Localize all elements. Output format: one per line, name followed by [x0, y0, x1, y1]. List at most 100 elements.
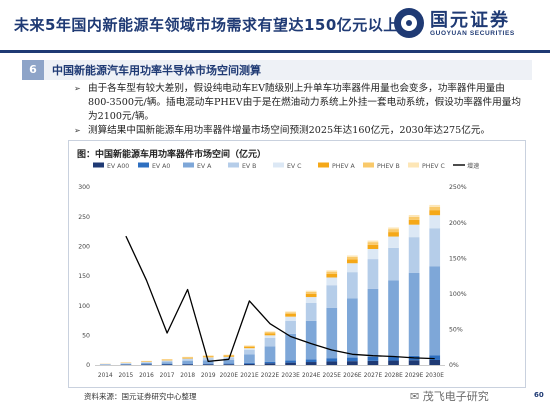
bar-segment	[264, 363, 276, 365]
company-logo: 国元证券 GUOYUAN SECURITIES	[394, 6, 542, 44]
bar-segment	[429, 206, 441, 211]
bar-segment	[408, 219, 420, 225]
bar-segment	[305, 293, 317, 298]
bar-segment	[264, 338, 276, 347]
bar-segment	[347, 272, 358, 299]
bar-segment	[264, 332, 276, 334]
x-tick-label: 2018	[180, 373, 195, 379]
legend-swatch	[138, 162, 149, 168]
bar-segment	[285, 313, 296, 317]
bar-segment	[161, 362, 173, 364]
bar-segment	[367, 356, 379, 361]
bar-segment	[429, 210, 441, 216]
bar-segment	[244, 363, 255, 365]
bar-segment	[264, 361, 276, 364]
x-tick-label: 2016	[139, 373, 154, 379]
y-tick-label-right: 0%	[449, 362, 459, 369]
bar-segment	[408, 272, 420, 356]
legend-label: PHEV B	[377, 163, 400, 170]
source-note: 资料来源：国元证券研究中心整理	[84, 392, 197, 401]
bar-segment	[244, 354, 255, 363]
bar-segment	[326, 271, 338, 274]
bar-segment	[367, 242, 379, 245]
legend-swatch	[183, 162, 194, 168]
bar-segment	[244, 348, 255, 350]
x-tick-label: 2014	[98, 373, 113, 379]
bullet-arrow-icon: ➢	[74, 84, 81, 93]
legend-swatch	[318, 162, 329, 168]
market-size-chart: EV A00 EV A0 EV A EV B EV C PHEV A PHEV B PHEV …	[78, 162, 479, 379]
bar-segment	[264, 346, 276, 362]
bar-segment	[141, 362, 152, 363]
logo-name-cn: 国元证券	[430, 10, 510, 31]
bar-segment	[285, 312, 296, 314]
x-tick-label: 2025E	[323, 373, 342, 379]
bar-segment	[347, 256, 358, 260]
bar-segment	[408, 216, 420, 220]
legend-label: PHEV A	[332, 163, 355, 170]
x-tick-label: 2026E	[343, 373, 362, 379]
x-tick-label: 2024E	[302, 373, 321, 379]
bar-segment	[367, 244, 379, 250]
bar-segment	[161, 360, 173, 363]
bar-segment	[408, 237, 420, 273]
bar-segment	[326, 307, 338, 359]
section-number: 6	[22, 60, 44, 80]
bar-segment	[223, 364, 235, 365]
bullet-list: ➢ 由于各车型有较大差别，假设纯电动车EV随级别上升单车功率器件用量也会变多，功…	[74, 82, 524, 138]
y-tick-label-left: 100	[78, 303, 90, 310]
bar-segment	[429, 228, 441, 267]
bar-segment	[285, 360, 296, 363]
bar-segment	[264, 333, 276, 336]
bar-segment	[161, 364, 173, 365]
legend-swatch	[273, 162, 284, 168]
bar-segment	[223, 356, 235, 358]
bullet-text: 由于各车型有较大差别，假设纯电动车EV随级别上升单车功率器件用量也会变多，功率器…	[88, 83, 521, 122]
bar-segment	[326, 358, 338, 362]
bar-segment	[161, 359, 173, 361]
bar-segment	[367, 360, 379, 365]
y-tick-label-left: 150	[78, 273, 90, 280]
bar-segment	[388, 356, 399, 361]
bar-segment	[367, 249, 379, 260]
bar-segment	[182, 361, 193, 364]
wechat-icon: ✉	[410, 390, 420, 403]
bar-segment	[347, 298, 358, 358]
x-tick-label: 2019	[201, 373, 216, 379]
page-number: 60	[534, 391, 544, 399]
bar-segment	[182, 359, 193, 362]
x-tick-label: 2021E	[240, 373, 259, 379]
bar-segment	[182, 358, 193, 360]
bar-segment	[429, 215, 441, 229]
bar-segment	[182, 364, 193, 365]
bar-segment	[347, 361, 358, 365]
bar-segment	[347, 263, 358, 273]
bar-segment	[347, 357, 358, 362]
x-tick-label: 2017	[160, 373, 175, 379]
bullet-item: ➢ 由于各车型有较大差别，假设纯电动车EV随级别上升单车功率器件用量也会变多，功…	[74, 82, 524, 124]
x-tick-label: 2030E	[425, 373, 444, 379]
x-tick-label: 2029E	[405, 373, 424, 379]
bar-segment	[326, 285, 338, 308]
bar-segment	[408, 360, 420, 365]
bar-segment	[285, 311, 296, 313]
bar-segment	[244, 362, 255, 364]
legend-swatch	[363, 162, 374, 168]
section-title: 中国新能源汽车用功率半导体市场空间测算	[52, 64, 261, 77]
bar-segment	[347, 255, 358, 257]
y-tick-label-left: 50	[82, 333, 90, 340]
legend-label: EV B	[242, 163, 256, 170]
x-tick-label: 2027E	[364, 373, 383, 379]
bar-segment	[388, 232, 399, 237]
bar-segment	[182, 357, 193, 359]
y-tick-label-left: 250	[78, 214, 90, 221]
title-divider	[0, 50, 550, 53]
legend-swatch	[93, 162, 104, 168]
x-tick-label: 2020E	[220, 373, 239, 379]
bar-segment	[285, 362, 296, 365]
watermark-text: 茂飞电子研究	[422, 390, 489, 403]
bar-segment	[367, 240, 379, 243]
y-tick-label-right: 150%	[449, 255, 467, 262]
bar-segment	[305, 359, 317, 363]
bar-segment	[388, 280, 399, 357]
